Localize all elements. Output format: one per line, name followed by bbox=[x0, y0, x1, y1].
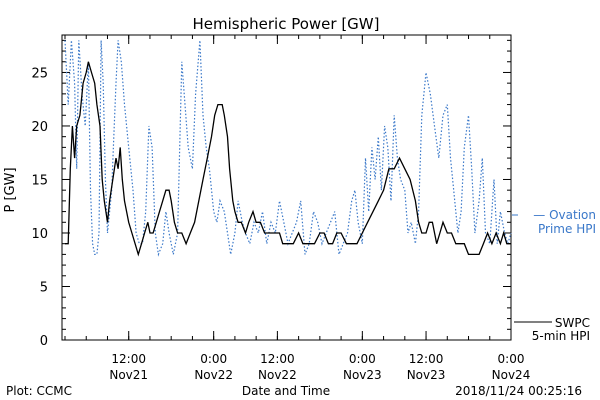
legend-ovation-line1: — Ovation bbox=[533, 208, 596, 222]
chart-title: Hemispheric Power [GW] bbox=[193, 15, 380, 33]
y-tick-label: 0 bbox=[40, 334, 48, 349]
y-tick-label: 25 bbox=[31, 66, 48, 81]
y-tick-label: 20 bbox=[31, 120, 48, 135]
legend-swpc-line2: 5-min HPI bbox=[532, 329, 590, 343]
x-tick-time-label: 0:00 bbox=[349, 352, 376, 366]
ovation-series-line bbox=[64, 40, 512, 257]
footer-timestamp: 2018/11/24 00:25:16 bbox=[455, 384, 582, 398]
series-layer bbox=[64, 40, 512, 257]
swpc-series-line bbox=[65, 61, 511, 257]
y-tick-label: 5 bbox=[40, 280, 48, 295]
legend-swpc-line1: SWPC bbox=[555, 316, 590, 330]
x-tick-date-label: Nov22 bbox=[258, 368, 297, 382]
legend-ovation-line2: Prime HPI bbox=[538, 222, 596, 236]
footer-plot-credit: Plot: CCMC bbox=[6, 384, 72, 398]
y-tick-label: 15 bbox=[31, 173, 48, 188]
x-tick-date-label: Nov24 bbox=[492, 368, 531, 382]
y-axis-label: P [GW] bbox=[3, 167, 18, 212]
y-tick-label: 10 bbox=[31, 227, 48, 242]
x-tick-time-label: 0:00 bbox=[498, 352, 525, 366]
x-tick-time-label: 12:00 bbox=[260, 352, 295, 366]
x-tick-time-label: 12:00 bbox=[111, 352, 146, 366]
x-tick-time-label: 0:00 bbox=[200, 352, 227, 366]
x-tick-time-label: 12:00 bbox=[409, 352, 444, 366]
x-tick-date-label: Nov23 bbox=[407, 368, 446, 382]
tick-labels: 0 5 10 15 20 25 12:00 Nov21 0:00 Nov22 12:00 Nov22 0… bbox=[31, 66, 530, 382]
x-tick-date-label: Nov23 bbox=[343, 368, 382, 382]
x-tick-date-label: Nov22 bbox=[194, 368, 233, 382]
x-axis-label: Date and Time bbox=[242, 384, 330, 398]
plot-frame bbox=[61, 34, 512, 341]
axis-ticks bbox=[62, 35, 512, 341]
x-tick-date-label: Nov21 bbox=[109, 368, 148, 382]
